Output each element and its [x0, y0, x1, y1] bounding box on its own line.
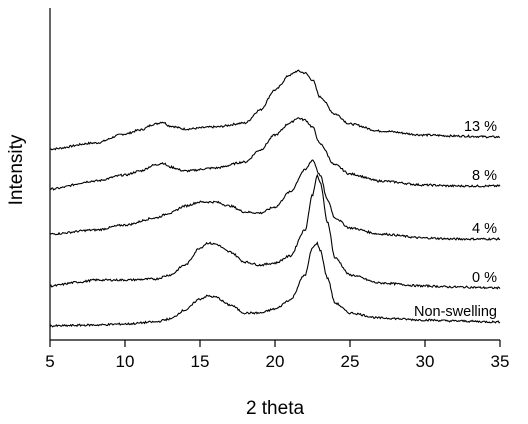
x-tick-label: 15 [191, 352, 210, 371]
series-line-1 [49, 117, 501, 191]
x-tick-label: 5 [45, 352, 54, 371]
series-layer [49, 69, 501, 328]
x-tick-layer: 5 10 15 20 25 30 35 [45, 340, 509, 371]
y-axis-title: Intensity [6, 134, 27, 205]
series-label: 8 % [472, 168, 497, 184]
x-axis-title: 2 theta [246, 398, 305, 419]
series-line-2 [49, 159, 501, 241]
series-line-0 [49, 69, 501, 151]
x-tick-label: 25 [341, 352, 360, 371]
series-line-3 [49, 173, 501, 290]
series-label: 0 % [472, 270, 497, 286]
x-tick-label: 35 [491, 352, 510, 371]
x-tick-label: 10 [116, 352, 135, 371]
series-line-4 [49, 241, 501, 328]
x-tick-label: 30 [416, 352, 435, 371]
series-label: Non-swelling [414, 304, 497, 320]
series-label: 4 % [472, 221, 497, 237]
series-label: 13 % [464, 119, 497, 135]
series-label-layer: 13 % 8 % 4 % 0 % Non-swelling [414, 119, 497, 320]
x-tick-label: 20 [266, 352, 285, 371]
plot-area [49, 8, 500, 341]
